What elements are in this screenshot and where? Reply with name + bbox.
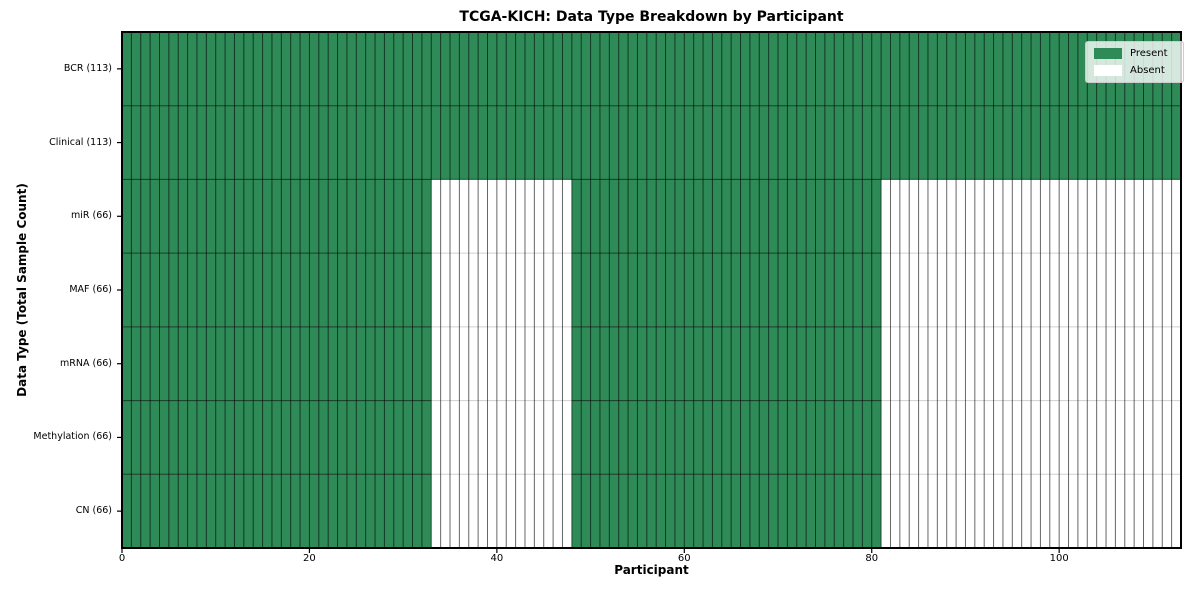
y-tick-label-CN: CN (66) <box>75 505 112 517</box>
present-block-CN <box>122 474 432 548</box>
y-tick-label-Methylation: Methylation (66) <box>33 431 112 443</box>
present-block-miR <box>571 179 882 254</box>
legend: Present Absent <box>1085 41 1184 83</box>
present-block-miR <box>122 179 432 254</box>
present-block-Clinical <box>122 105 1181 180</box>
present-block-BCR <box>122 32 1181 106</box>
x-axis-label: Participant <box>614 563 689 577</box>
y-axis-label: Data Type (Total Sample Count) <box>15 183 29 397</box>
heatmap-grid <box>117 31 1182 553</box>
plot-border <box>121 31 1182 549</box>
y-tick-label-BCR: BCR (113) <box>63 62 112 74</box>
chart-title: TCGA-KICH: Data Type Breakdown by Partic… <box>459 9 844 25</box>
present-block-Methylation <box>571 400 882 475</box>
present-block-MAF <box>571 253 882 327</box>
present-block-MAF <box>122 253 432 327</box>
legend-label-present: Present <box>1130 48 1168 59</box>
present-block-CN <box>571 474 882 548</box>
present-swatch <box>1094 48 1122 59</box>
present-block-mRNA <box>122 326 432 401</box>
absent-swatch <box>1094 65 1122 76</box>
y-tick-label-Clinical: Clinical (113) <box>49 136 112 148</box>
legend-label-absent: Absent <box>1130 65 1165 76</box>
present-block-Methylation <box>122 400 432 475</box>
legend-item-present: Present <box>1094 48 1175 59</box>
legend-item-absent: Absent <box>1094 65 1175 76</box>
present-block-mRNA <box>571 326 882 401</box>
